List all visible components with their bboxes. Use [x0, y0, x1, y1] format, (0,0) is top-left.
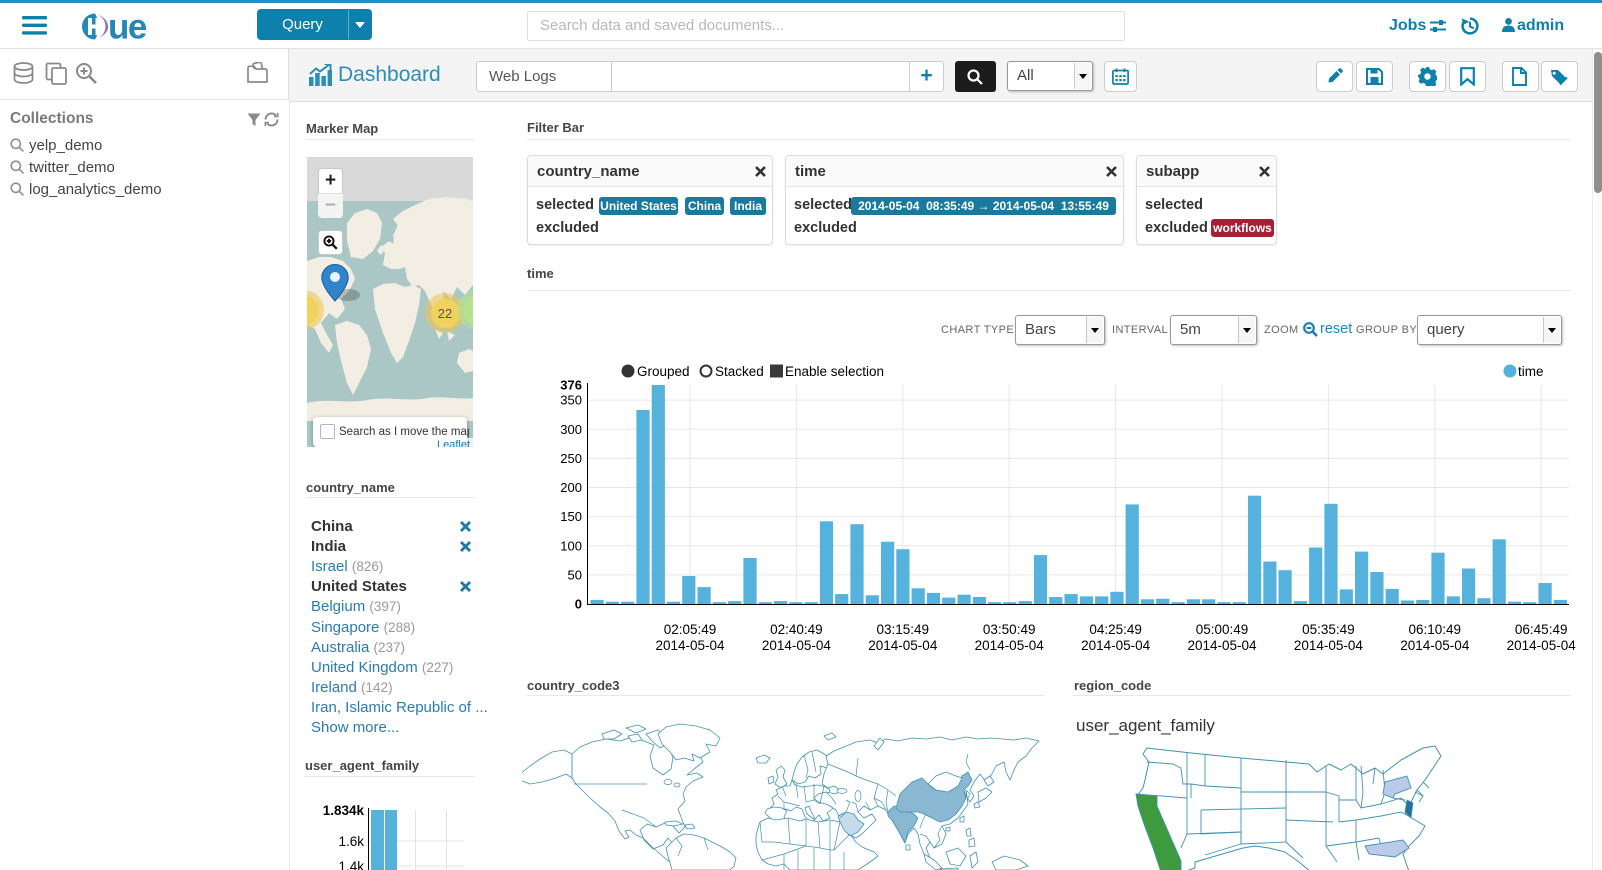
- svg-text:2014-05-04: 2014-05-04: [1507, 638, 1577, 653]
- svg-text:2014-05-04: 2014-05-04: [655, 638, 725, 653]
- svg-text:350: 350: [560, 393, 582, 408]
- svg-text:ue: ue: [108, 12, 147, 41]
- svg-text:2014-05-04: 2014-05-04: [868, 638, 938, 653]
- svg-text:0: 0: [575, 597, 582, 612]
- svg-text:03:50:49: 03:50:49: [983, 622, 1036, 637]
- svg-text:2014-05-04: 2014-05-04: [975, 638, 1045, 653]
- svg-text:1.834k: 1.834k: [323, 803, 365, 818]
- svg-text:200: 200: [560, 480, 582, 495]
- svg-text:300: 300: [560, 422, 582, 437]
- svg-text:150: 150: [560, 509, 582, 524]
- svg-text:Stacked: Stacked: [715, 364, 764, 379]
- svg-text:05:35:49: 05:35:49: [1302, 622, 1355, 637]
- svg-text:02:40:49: 02:40:49: [770, 622, 823, 637]
- svg-text:376: 376: [560, 378, 582, 393]
- svg-text:2014-05-04: 2014-05-04: [1294, 638, 1364, 653]
- svg-text:1.6k: 1.6k: [338, 834, 364, 849]
- svg-text:05:00:49: 05:00:49: [1196, 622, 1249, 637]
- svg-text:time: time: [1518, 364, 1544, 379]
- svg-text:06:10:49: 06:10:49: [1409, 622, 1462, 637]
- svg-text:06:45:49: 06:45:49: [1515, 622, 1568, 637]
- svg-text:100: 100: [560, 538, 582, 553]
- svg-text:04:25:49: 04:25:49: [1089, 622, 1142, 637]
- svg-text:03:15:49: 03:15:49: [877, 622, 930, 637]
- svg-text:2014-05-04: 2014-05-04: [1187, 638, 1257, 653]
- svg-text:Grouped: Grouped: [637, 364, 690, 379]
- svg-text:50: 50: [568, 567, 582, 582]
- svg-text:2014-05-04: 2014-05-04: [762, 638, 832, 653]
- svg-text:2014-05-04: 2014-05-04: [1400, 638, 1470, 653]
- svg-text:1.4k: 1.4k: [338, 859, 364, 870]
- svg-text:02:05:49: 02:05:49: [664, 622, 717, 637]
- svg-text:2014-05-04: 2014-05-04: [1081, 638, 1151, 653]
- svg-text:Enable selection: Enable selection: [785, 364, 884, 379]
- svg-text:250: 250: [560, 451, 582, 466]
